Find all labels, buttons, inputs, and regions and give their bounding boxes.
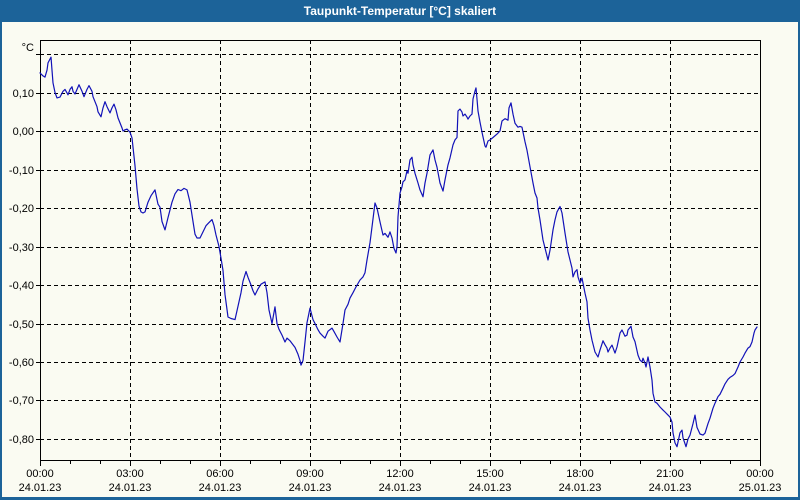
x-tick-time: 12:00 (386, 468, 414, 480)
x-tick-time: 00:00 (746, 468, 774, 480)
x-tick-time: 03:00 (116, 468, 144, 480)
x-tick-date: 24.01.23 (19, 482, 62, 494)
y-tick-label: 0,00 (13, 126, 34, 138)
x-tick-date: 24.01.23 (289, 482, 332, 494)
x-axis-labels: 00:00 24.01.23 03:00 24.01.23 06:00 24.01.23 0… (19, 468, 782, 494)
x-tick-time: 21:00 (656, 468, 684, 480)
x-tick-time: 06:00 (206, 468, 234, 480)
y-tick-label: -0,70 (9, 395, 34, 407)
y-tick-label: -0,40 (9, 280, 34, 292)
y-axis-labels: °C 0,10 0,00 -0,10 -0,20 -0,30 -0,40 -0,50 -0,60… (9, 42, 34, 446)
x-tick-date: 24.01.23 (469, 482, 512, 494)
dewpoint-series-line (39, 56, 758, 448)
y-tick-label: -0,30 (9, 242, 34, 254)
y-tick-label: -0,50 (9, 319, 34, 331)
x-tick-date: 25.01.23 (739, 482, 782, 494)
x-tick-date: 24.01.23 (109, 482, 152, 494)
x-tick-time: 18:00 (566, 468, 594, 480)
x-tick-date: 24.01.23 (649, 482, 692, 494)
title-bar: Taupunkt-Temperatur [°C] skaliert (0, 0, 800, 22)
x-tick-time: 15:00 (476, 468, 504, 480)
gridlines (40, 40, 760, 460)
x-tick-time: 00:00 (26, 468, 54, 480)
y-tick-label: -0,10 (9, 165, 34, 177)
y-axis-unit: °C (22, 42, 34, 54)
x-tick-date: 24.01.23 (199, 482, 242, 494)
x-tick-date: 24.01.23 (559, 482, 602, 494)
x-tick-time: 09:00 (296, 468, 324, 480)
y-tick-label: 0,10 (13, 88, 34, 100)
y-tick-label: -0,60 (9, 357, 34, 369)
x-tick-date: 24.01.23 (379, 482, 422, 494)
axis-ticks (36, 54, 761, 466)
y-tick-label: -0,20 (9, 203, 34, 215)
y-tick-label: -0,80 (9, 434, 34, 446)
page-title: Taupunkt-Temperatur [°C] skaliert (303, 4, 497, 18)
